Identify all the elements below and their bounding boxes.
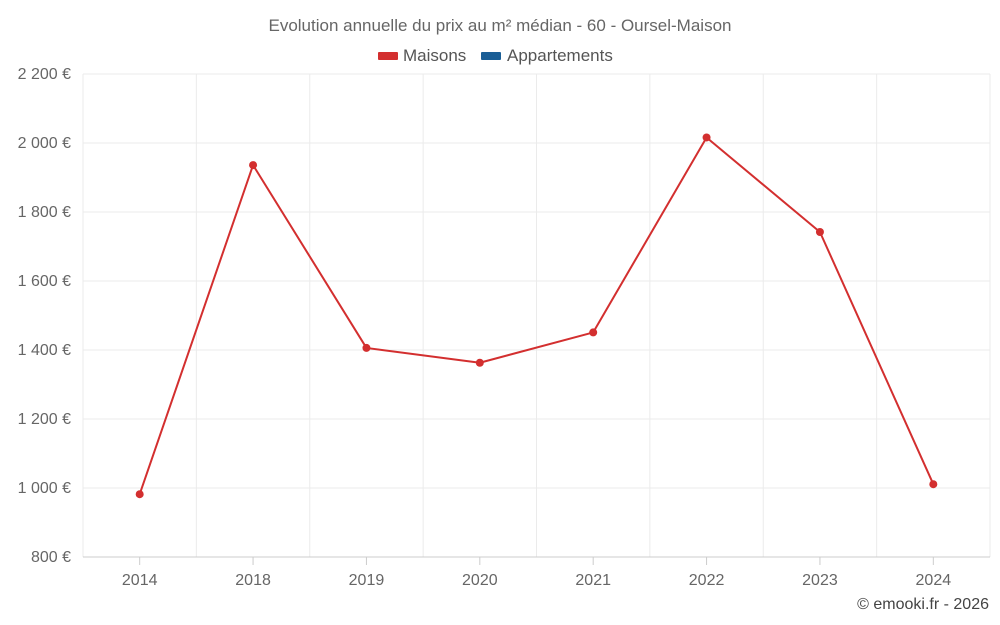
y-tick-label: 1 000 € bbox=[18, 480, 71, 497]
x-tick-label: 2014 bbox=[122, 572, 158, 589]
x-axis-ticks: 2014 2018 2019 2020 2021 2022 2023 2024 bbox=[122, 557, 951, 589]
legend-item-maisons[interactable]: Maisons bbox=[378, 46, 466, 65]
data-point[interactable] bbox=[135, 490, 144, 499]
data-point[interactable] bbox=[929, 480, 938, 489]
grid bbox=[82, 73, 991, 558]
data-point[interactable] bbox=[589, 328, 598, 337]
credit-text: © emooki.fr - 2026 bbox=[857, 596, 989, 613]
series-line-maisons bbox=[138, 136, 935, 495]
x-tick-label: 2019 bbox=[349, 572, 385, 589]
data-point[interactable] bbox=[702, 133, 711, 142]
chart-title: Evolution annuelle du prix au m² médian … bbox=[268, 16, 731, 35]
y-tick-label: 2 200 € bbox=[18, 66, 71, 83]
y-tick-label: 1 800 € bbox=[18, 204, 71, 221]
y-tick-label: 800 € bbox=[31, 549, 71, 566]
y-tick-label: 1 600 € bbox=[18, 273, 71, 290]
x-tick-label: 2022 bbox=[689, 572, 725, 589]
y-tick-label: 2 000 € bbox=[18, 135, 71, 152]
legend-swatch-appartements bbox=[481, 52, 501, 60]
data-point[interactable] bbox=[815, 228, 824, 237]
x-tick-label: 2018 bbox=[235, 572, 271, 589]
legend-item-appartements[interactable]: Appartements bbox=[481, 46, 613, 65]
legend-label-appartements: Appartements bbox=[507, 46, 613, 65]
series bbox=[135, 133, 938, 499]
x-tick-label: 2024 bbox=[916, 572, 952, 589]
data-point[interactable] bbox=[249, 161, 258, 170]
x-tick-label: 2020 bbox=[462, 572, 498, 589]
legend-label-maisons: Maisons bbox=[403, 46, 466, 65]
y-tick-label: 1 400 € bbox=[18, 342, 71, 359]
legend: Maisons Appartements bbox=[378, 46, 613, 65]
y-axis-ticks: 800 € 1 000 € 1 200 € 1 400 € 1 600 € 1 800 €… bbox=[18, 66, 71, 566]
x-tick-label: 2021 bbox=[575, 572, 611, 589]
data-point[interactable] bbox=[475, 358, 484, 367]
legend-swatch-maisons bbox=[378, 52, 398, 60]
data-point[interactable] bbox=[362, 343, 371, 352]
y-tick-label: 1 200 € bbox=[18, 411, 71, 428]
x-tick-label: 2023 bbox=[802, 572, 838, 589]
